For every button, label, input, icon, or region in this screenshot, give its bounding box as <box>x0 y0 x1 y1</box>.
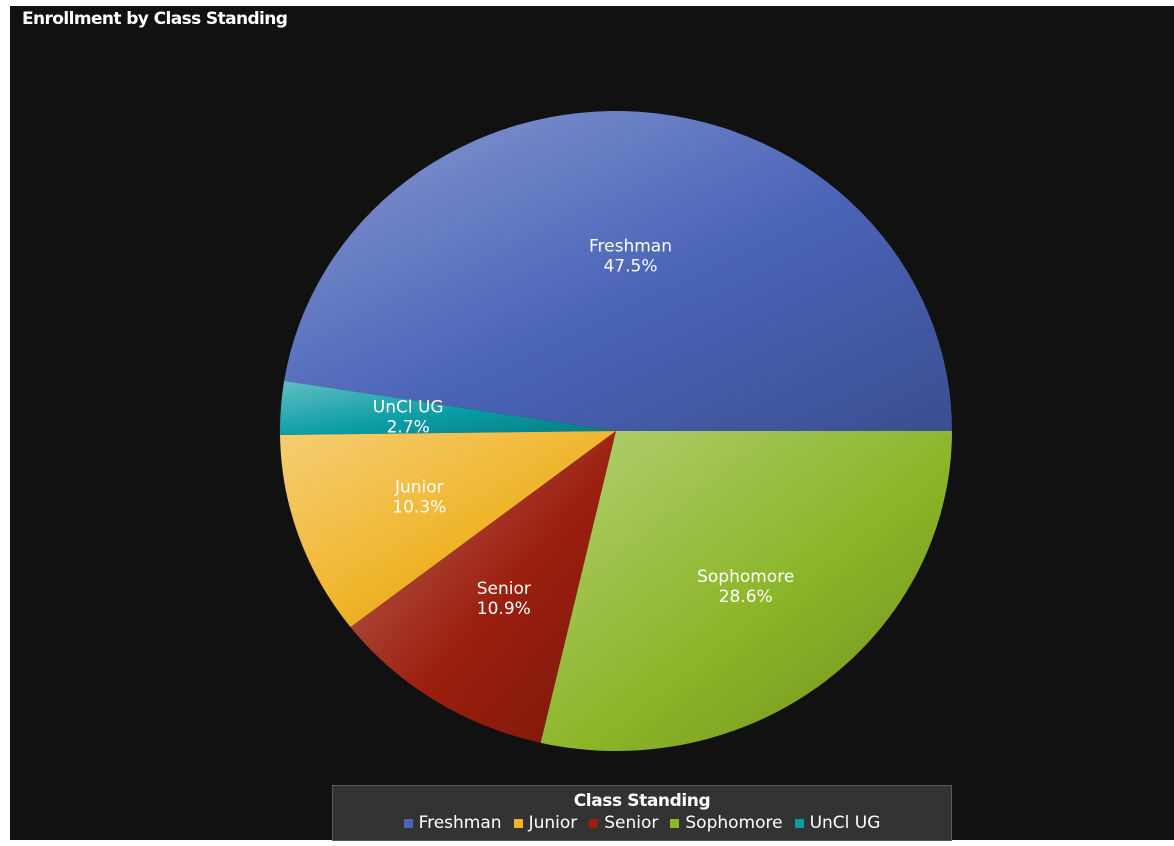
legend-item-freshman[interactable]: Freshman <box>403 812 502 834</box>
slice-value-senior: 10.9% <box>477 599 531 619</box>
slice-label-senior: Senior <box>477 579 531 599</box>
slice-label-sophomore: Sophomore <box>697 567 794 587</box>
slice-value-freshman: 47.5% <box>603 257 657 277</box>
legend-swatch-freshman-icon <box>403 818 413 828</box>
slice-label-freshman: Freshman <box>589 237 672 257</box>
pie-slice-uncl-ug[interactable] <box>280 380 616 436</box>
pie-slice-sophomore[interactable] <box>540 431 952 752</box>
slice-value-sophomore: 28.6% <box>719 587 773 607</box>
legend-item-junior[interactable]: Junior <box>513 812 578 834</box>
slice-value-uncl-ug: 2.7% <box>387 418 430 438</box>
legend-swatch-sophomore-icon <box>670 818 680 828</box>
legend-label-senior: Senior <box>604 813 659 833</box>
chart-title: Enrollment by Class Standing <box>22 9 288 29</box>
legend-item-senior[interactable]: Senior <box>589 812 658 834</box>
pie-slice-freshman[interactable] <box>284 111 952 431</box>
legend-title: Class Standing <box>573 791 711 811</box>
legend-label-sophomore: Sophomore <box>685 813 783 833</box>
chart-area: Enrollment by Class Standing Freshman 47.… <box>10 6 1174 841</box>
slice-label-junior: Junior <box>394 477 444 497</box>
slice-label-uncl-ug: UnCl UG <box>373 398 444 418</box>
legend-label-junior: Junior <box>528 813 578 833</box>
legend-swatch-junior-icon <box>513 818 523 828</box>
legend-item-sophomore[interactable]: Sophomore <box>670 812 783 834</box>
legend-item-uncl-ug[interactable]: UnCl UG <box>794 812 881 834</box>
slice-value-junior: 10.3% <box>392 497 446 517</box>
pie-slice-junior[interactable] <box>280 431 616 628</box>
chart-legend: Class Standing Freshman Junior Senior So… <box>332 785 952 841</box>
legend-swatch-uncl-ug-icon <box>794 818 804 828</box>
legend-label-freshman: Freshman <box>418 813 502 833</box>
legend-swatch-senior-icon <box>589 818 599 828</box>
pie-slice-senior[interactable] <box>350 431 616 743</box>
legend-label-uncl-ug: UnCl UG <box>809 813 881 833</box>
